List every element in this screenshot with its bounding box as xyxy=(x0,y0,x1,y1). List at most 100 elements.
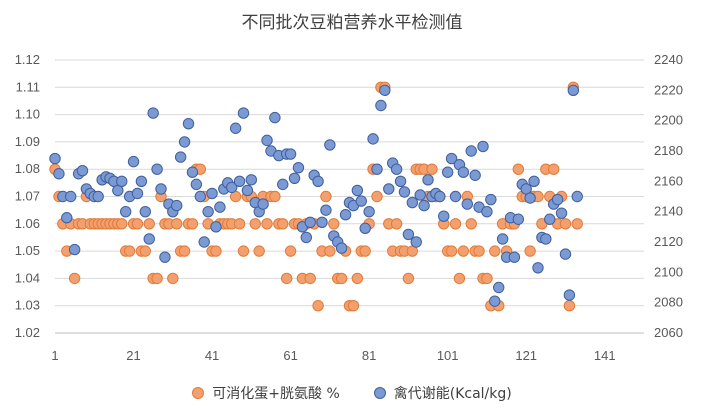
point-energy xyxy=(182,118,195,130)
point-energy xyxy=(178,136,191,148)
legend-item-amino: 可消化蛋+胱氨酸 % xyxy=(192,383,340,403)
y-left-tick-label: 1.08 xyxy=(15,161,40,176)
y-left-tick-label: 1.07 xyxy=(15,189,40,204)
point-amino xyxy=(328,218,340,230)
point-energy xyxy=(269,111,281,124)
y-right-tick-label: 2080 xyxy=(654,295,683,310)
point-amino xyxy=(237,245,250,257)
point-energy xyxy=(441,166,454,178)
point-energy xyxy=(559,248,572,260)
point-amino xyxy=(547,163,560,175)
legend-marker-energy xyxy=(373,387,386,399)
point-energy xyxy=(233,175,246,188)
point-energy xyxy=(277,178,289,191)
point-energy xyxy=(414,189,426,201)
point-amino xyxy=(335,272,348,285)
point-energy xyxy=(214,201,226,213)
legend-marker-amino xyxy=(192,387,205,399)
point-amino xyxy=(167,272,179,285)
point-amino xyxy=(249,218,261,230)
point-amino xyxy=(304,272,316,285)
point-amino xyxy=(116,218,128,230)
point-energy xyxy=(324,139,336,151)
point-energy xyxy=(363,205,375,218)
point-energy xyxy=(241,184,254,197)
point-energy xyxy=(524,192,536,204)
point-energy xyxy=(367,133,379,145)
point-amino xyxy=(186,218,199,230)
point-energy xyxy=(418,199,430,212)
point-amino xyxy=(139,245,152,257)
point-energy xyxy=(151,163,163,175)
x-tick-label: 121 xyxy=(515,348,537,363)
point-amino xyxy=(449,218,462,230)
point-amino xyxy=(284,245,297,257)
y-right-tick-label: 2120 xyxy=(654,234,683,249)
x-tick-label: 21 xyxy=(126,348,140,363)
chart-title: 不同批次豆粕营养水平检测值 xyxy=(241,13,463,33)
point-amino xyxy=(210,245,222,257)
point-energy xyxy=(53,168,65,180)
point-energy xyxy=(147,107,159,119)
point-energy xyxy=(551,193,564,206)
point-energy xyxy=(119,205,132,218)
point-amino xyxy=(131,218,144,230)
y-left-tick-label: 1.09 xyxy=(15,134,40,149)
point-energy xyxy=(143,233,155,245)
point-energy xyxy=(512,213,525,225)
point-energy xyxy=(202,205,214,218)
point-energy xyxy=(383,183,395,195)
point-energy xyxy=(402,228,415,241)
point-energy xyxy=(438,210,450,222)
point-amino xyxy=(571,218,583,230)
y-left-tick-label: 1.05 xyxy=(15,243,40,258)
y-right-tick-label: 2180 xyxy=(654,143,683,158)
y-right-tick-label: 2240 xyxy=(654,52,683,67)
point-amino xyxy=(253,245,265,257)
point-amino xyxy=(371,190,383,203)
point-amino xyxy=(233,218,246,230)
point-energy xyxy=(555,207,568,219)
point-energy xyxy=(445,152,458,165)
legend-item-energy: 禽代谢能(Kcal/kg) xyxy=(373,383,512,403)
point-energy xyxy=(206,187,218,200)
point-amino xyxy=(324,245,336,257)
point-energy xyxy=(198,236,210,248)
point-amino xyxy=(320,190,332,203)
point-amino xyxy=(151,272,163,285)
point-energy xyxy=(406,196,419,209)
point-amino xyxy=(269,190,281,203)
point-amino xyxy=(351,272,364,285)
point-energy xyxy=(394,175,407,188)
y-left-tick-label: 1.03 xyxy=(15,298,40,313)
x-tick-label: 61 xyxy=(283,348,297,363)
point-energy xyxy=(355,195,367,207)
point-energy xyxy=(390,163,403,175)
y-left-tick-label: 1.06 xyxy=(15,216,40,231)
point-amino xyxy=(261,218,273,230)
point-energy xyxy=(312,175,324,188)
point-amino xyxy=(280,272,293,285)
x-tick-label: 41 xyxy=(205,348,219,363)
point-energy xyxy=(190,178,203,191)
point-energy xyxy=(335,242,348,254)
point-energy xyxy=(398,186,411,198)
point-energy xyxy=(457,166,470,178)
point-energy xyxy=(339,209,352,221)
point-energy xyxy=(284,148,297,160)
x-tick-label: 81 xyxy=(362,348,376,363)
point-amino xyxy=(312,300,324,312)
y-left-tick-label: 1.02 xyxy=(15,325,40,340)
point-energy xyxy=(489,295,501,307)
point-amino xyxy=(171,218,183,230)
point-amino xyxy=(457,245,470,257)
point-amino xyxy=(445,245,458,257)
point-energy xyxy=(465,145,477,157)
legend-label-amino: 可消化蛋+胱氨酸 % xyxy=(212,386,340,402)
y-left-tick-label: 1.10 xyxy=(15,107,40,122)
point-energy xyxy=(300,231,313,244)
point-amino xyxy=(347,300,360,312)
y-right-tick-label: 2140 xyxy=(654,204,683,219)
